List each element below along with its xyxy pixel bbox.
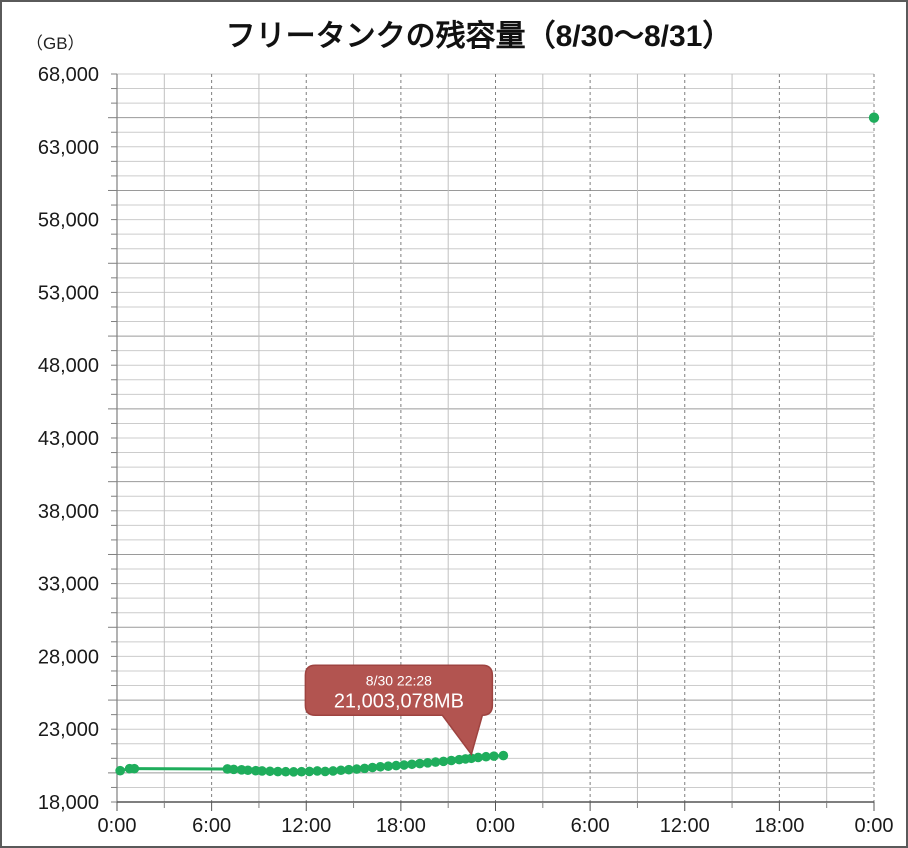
data-point-marker[interactable]: [473, 752, 483, 763]
data-point-marker[interactable]: [498, 750, 509, 761]
data-point-marker[interactable]: [367, 762, 378, 773]
data-point-marker[interactable]: [312, 766, 323, 776]
tick-marks-layer: [108, 73, 875, 811]
y-tick-label: 38,000: [38, 501, 99, 523]
data-point-marker[interactable]: [257, 766, 267, 776]
data-point-marker[interactable]: [304, 766, 315, 777]
y-tick-label: 18,000: [38, 792, 99, 814]
y-tick-label: 48,000: [38, 355, 99, 377]
y-tick-label: 28,000: [38, 646, 99, 668]
x-tick-label: 0:00: [98, 815, 137, 837]
x-tick-label: 12:00: [660, 815, 710, 837]
y-tick-label: 68,000: [38, 64, 99, 86]
y-tick-label: 63,000: [38, 137, 99, 159]
data-point-marker[interactable]: [288, 767, 299, 777]
data-point-marker[interactable]: [296, 766, 307, 777]
x-tick-label: 18:00: [376, 815, 426, 837]
data-point-marker[interactable]: [351, 764, 362, 774]
x-tick-label: 18:00: [754, 815, 804, 837]
gridlines-layer: [117, 73, 875, 802]
data-point-marker[interactable]: [489, 751, 499, 761]
callout-bubble: [304, 664, 494, 756]
data-series-layer: [115, 112, 880, 777]
y-tick-label: 43,000: [38, 428, 99, 450]
data-point-marker[interactable]: [430, 757, 441, 767]
data-point-marker[interactable]: [359, 763, 370, 774]
data-point-marker[interactable]: [273, 766, 283, 777]
data-point-marker[interactable]: [399, 760, 409, 770]
data-point-marker[interactable]: [375, 761, 386, 772]
data-point-marker[interactable]: [383, 761, 394, 771]
data-callout: 8/30 22:28 21,003,078MB: [304, 664, 494, 756]
data-point-marker[interactable]: [438, 756, 449, 767]
y-tick-label: 53,000: [38, 282, 99, 304]
data-point-marker[interactable]: [391, 760, 401, 771]
data-point-marker[interactable]: [228, 764, 239, 775]
data-point-marker[interactable]: [320, 766, 330, 777]
y-axis-unit-label: （GB）: [26, 34, 85, 53]
data-point-marker[interactable]: [243, 765, 253, 776]
x-tick-label: 12:00: [281, 815, 331, 837]
data-point-marker[interactable]: [344, 764, 354, 775]
data-point-marker[interactable]: [115, 765, 125, 776]
x-tick-label: 0:00: [476, 815, 515, 837]
data-point-marker[interactable]: [481, 751, 491, 762]
y-tick-label: 33,000: [38, 574, 99, 596]
data-point-marker[interactable]: [446, 755, 457, 766]
callout-timestamp: 8/30 22:28: [366, 672, 432, 688]
data-point-marker[interactable]: [422, 758, 433, 768]
callout-value: 21,003,078MB: [334, 690, 464, 712]
y-tick-label: 58,000: [38, 210, 99, 232]
x-tick-label: 6:00: [192, 815, 231, 837]
y-tick-label: 23,000: [38, 719, 99, 741]
data-point-marker[interactable]: [280, 766, 291, 777]
data-point-marker[interactable]: [328, 766, 338, 776]
data-point-marker[interactable]: [336, 765, 346, 776]
isolated-data-point-marker[interactable]: [868, 112, 880, 123]
data-point-marker[interactable]: [407, 759, 417, 770]
x-tick-label: 0:00: [855, 815, 894, 837]
data-point-marker[interactable]: [415, 758, 425, 769]
data-point-marker[interactable]: [129, 763, 140, 774]
axis-labels-layer: 68,000 63,000 58,000 53,000 48,000 43,000 38,0…: [38, 64, 894, 837]
data-point-marker[interactable]: [265, 766, 275, 777]
x-tick-label: 6:00: [571, 815, 610, 837]
chart-title: フリータンクの残容量（8/30～8/31）: [226, 19, 733, 53]
